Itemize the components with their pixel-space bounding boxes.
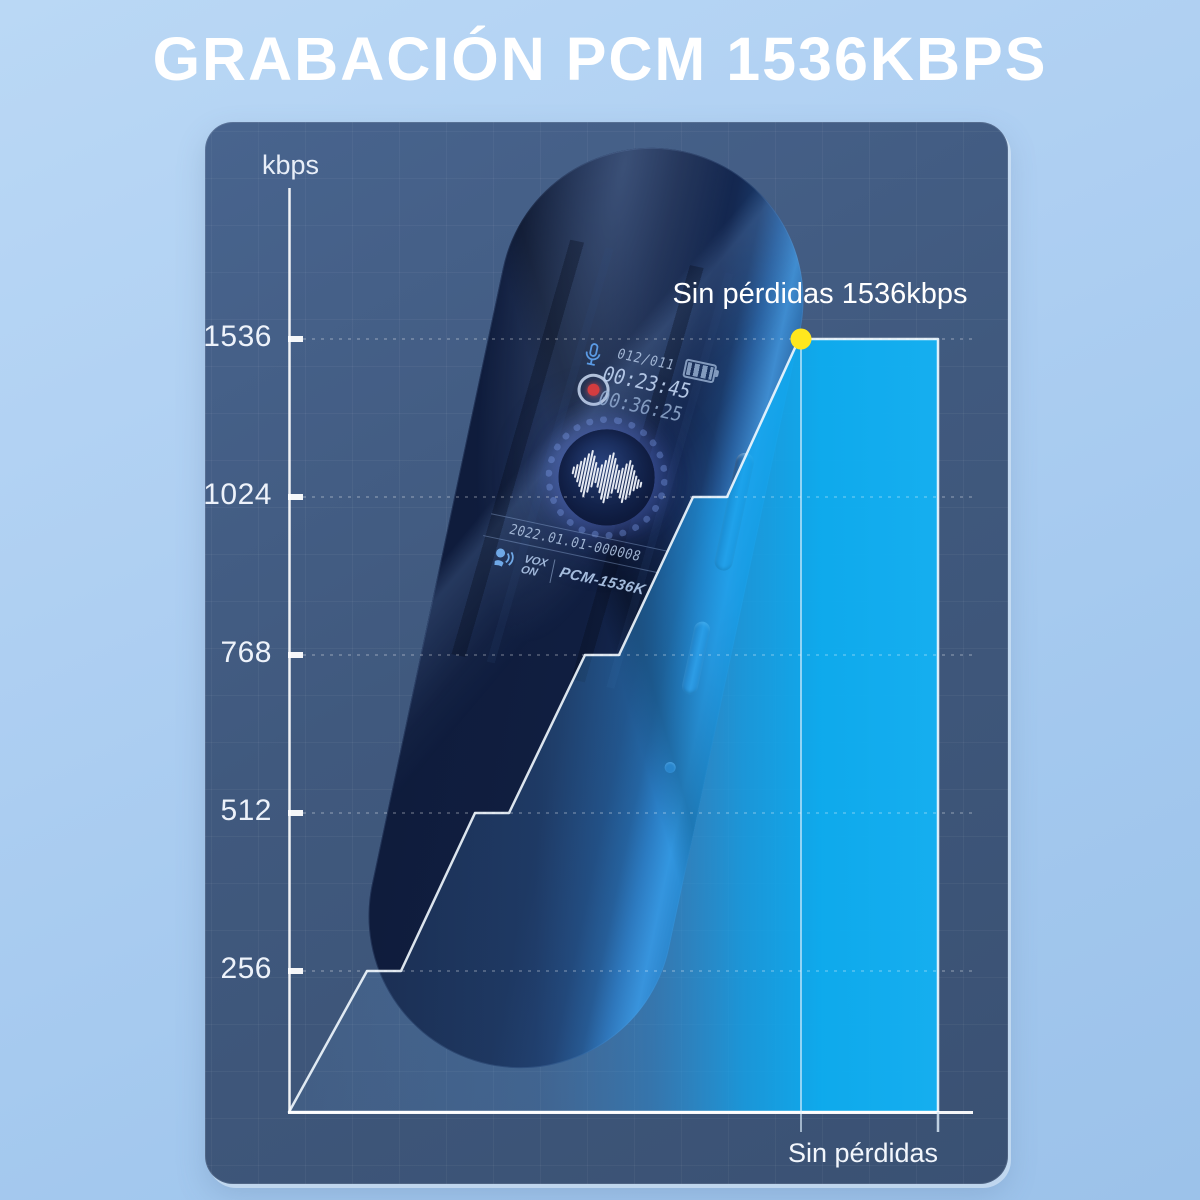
y-tick-label-512: 512 <box>220 794 272 827</box>
y-tick-label-1536: 1536 <box>203 320 272 353</box>
y-tick-label-256: 256 <box>220 952 272 985</box>
mic-icon <box>579 341 605 374</box>
vox-speaker-icon <box>490 545 519 576</box>
y-tick-label-1024: 1024 <box>203 478 272 511</box>
lossless-annotation: Sin pérdidas 1536kbps <box>672 278 968 310</box>
y-tick-label-768: 768 <box>220 636 272 669</box>
vox-row: VOX ON PCM-1536K <box>490 545 648 604</box>
x-axis-annotation: Sin pérdidas <box>787 1138 939 1168</box>
voice-recorder-device: 012/011 00:23:45 00:36:25 2022.01.01-000… <box>340 119 832 1097</box>
step-area-fill <box>287 337 940 1114</box>
marker-dot <box>790 328 812 350</box>
page-title: GRABACIÓN PCM 1536KBPS <box>152 25 1048 93</box>
y-axis-unit-label: kbps <box>262 150 320 180</box>
